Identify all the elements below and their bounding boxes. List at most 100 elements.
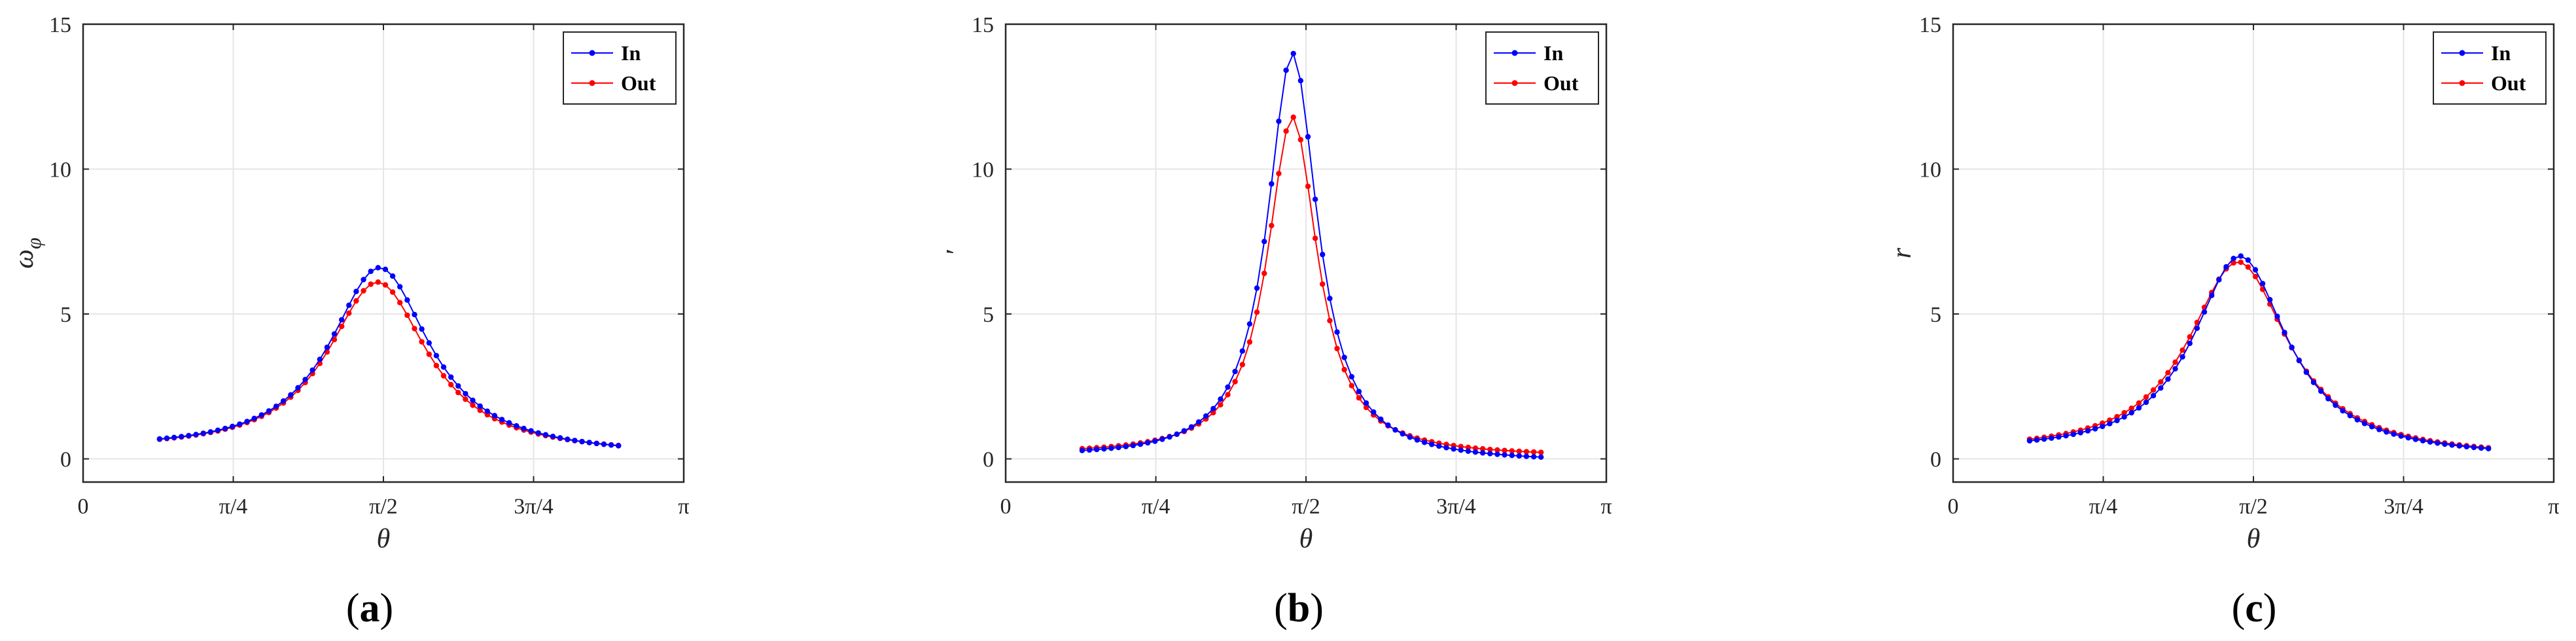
legend-label-out: Out <box>621 71 656 95</box>
data-point-in <box>302 377 308 383</box>
data-point-in <box>1421 440 1428 445</box>
data-point-out <box>1363 404 1369 411</box>
data-point-in <box>273 404 279 409</box>
data-point-in <box>2318 388 2324 394</box>
x-axis-label: θ <box>2247 524 2261 554</box>
data-point-in <box>324 344 330 351</box>
data-point-out <box>2165 370 2171 375</box>
data-point-in <box>1385 422 1391 428</box>
chart-panel-c: 0 π/4 π/2 3π/4 π 0 5 10 15 θ r In Out <box>1887 13 2560 554</box>
data-point-in <box>1312 196 1318 202</box>
y-tick-label: 0 <box>983 448 994 472</box>
data-point-in <box>222 425 228 432</box>
data-point-in <box>1232 368 1238 375</box>
data-point-in <box>1079 447 1085 453</box>
data-point-out <box>419 339 425 345</box>
data-point-in <box>2456 443 2462 449</box>
data-point-in <box>1392 427 1398 433</box>
data-point-out <box>1472 445 1479 451</box>
data-point-in <box>2333 402 2338 408</box>
data-point-in <box>2194 325 2200 331</box>
data-point-in <box>2231 256 2236 262</box>
legend-label-in: In <box>2491 41 2511 65</box>
panel-label-letter: b <box>1288 586 1310 631</box>
data-point-in <box>1458 447 1464 453</box>
data-point-out <box>1494 447 1500 453</box>
x-axis-label: θ <box>1299 524 1313 554</box>
data-point-in <box>1195 419 1202 425</box>
data-point-out <box>2128 406 2134 411</box>
y-tick-label: 15 <box>49 13 71 37</box>
data-point-in <box>2070 431 2076 438</box>
data-point-out <box>463 396 468 402</box>
legend: In Out <box>563 31 677 105</box>
y-axis-label: ωφ <box>9 237 45 268</box>
x-tick-label: π/2 <box>2239 494 2268 519</box>
data-point-in <box>2412 436 2419 442</box>
y-tick-label: 15 <box>1919 13 1941 37</box>
data-point-in <box>448 374 454 380</box>
data-point-out <box>1349 383 1354 389</box>
panel-label-a: (a) <box>346 586 393 631</box>
data-point-in <box>2165 376 2171 382</box>
data-point-in <box>2296 358 2302 364</box>
data-point-in <box>164 435 170 442</box>
data-point-out <box>1246 339 1253 345</box>
data-point-out <box>1538 449 1544 455</box>
data-point-in <box>2369 424 2375 430</box>
x-tick-label: 3π/4 <box>514 494 554 519</box>
data-point-out <box>1530 449 1537 455</box>
data-point-in <box>331 331 338 337</box>
data-point-in <box>499 417 505 423</box>
x-axis-label: θ <box>377 524 391 554</box>
data-point-in <box>1093 447 1100 453</box>
data-point-in <box>440 364 447 370</box>
data-point-out <box>1327 318 1333 324</box>
data-point-in <box>1246 321 1253 327</box>
data-point-in <box>207 429 213 435</box>
y-tick-label: 10 <box>49 158 71 182</box>
data-point-out <box>470 402 476 408</box>
data-point-out <box>368 281 374 287</box>
data-point-in <box>2282 330 2287 336</box>
data-point-out <box>455 389 461 396</box>
data-point-in <box>244 419 250 424</box>
data-point-in <box>2172 366 2178 372</box>
data-point-in <box>1509 453 1515 459</box>
data-point-out <box>353 298 359 304</box>
data-point-out <box>2143 394 2149 400</box>
data-point-out <box>2187 334 2193 340</box>
y-tick-label: 5 <box>60 303 71 327</box>
data-point-in <box>1181 428 1187 434</box>
data-point-in <box>2478 445 2484 451</box>
data-point-out <box>2114 413 2120 420</box>
data-point-in <box>361 277 366 283</box>
panel-label-open-paren: ( <box>1274 586 1288 631</box>
data-point-in <box>412 311 417 318</box>
data-point-in <box>2121 414 2127 420</box>
data-point-out <box>1312 235 1318 241</box>
data-point-in <box>1465 448 1472 454</box>
data-point-in <box>1276 118 1282 124</box>
data-point-in <box>535 430 541 436</box>
data-point-in <box>375 265 381 271</box>
data-point-out <box>1487 447 1493 453</box>
data-point-out <box>404 312 410 319</box>
data-point-in <box>266 408 272 414</box>
data-point-in <box>251 415 257 421</box>
data-point-out <box>433 362 440 369</box>
data-point-out <box>1254 309 1260 315</box>
data-point-in <box>1407 434 1413 440</box>
data-point-out <box>339 323 345 330</box>
data-point-in <box>1297 78 1304 84</box>
data-point-in <box>1101 446 1107 452</box>
x-tick-label: π/2 <box>1292 494 1320 519</box>
data-point-out <box>2245 264 2251 270</box>
y-tick-label: 0 <box>1930 448 1941 472</box>
data-point-in <box>2340 407 2346 414</box>
data-point-in <box>1349 373 1354 380</box>
data-point-in <box>2158 385 2164 391</box>
data-point-in <box>1305 133 1311 140</box>
data-point-in <box>258 412 264 418</box>
y-tick-label: 15 <box>972 13 994 37</box>
